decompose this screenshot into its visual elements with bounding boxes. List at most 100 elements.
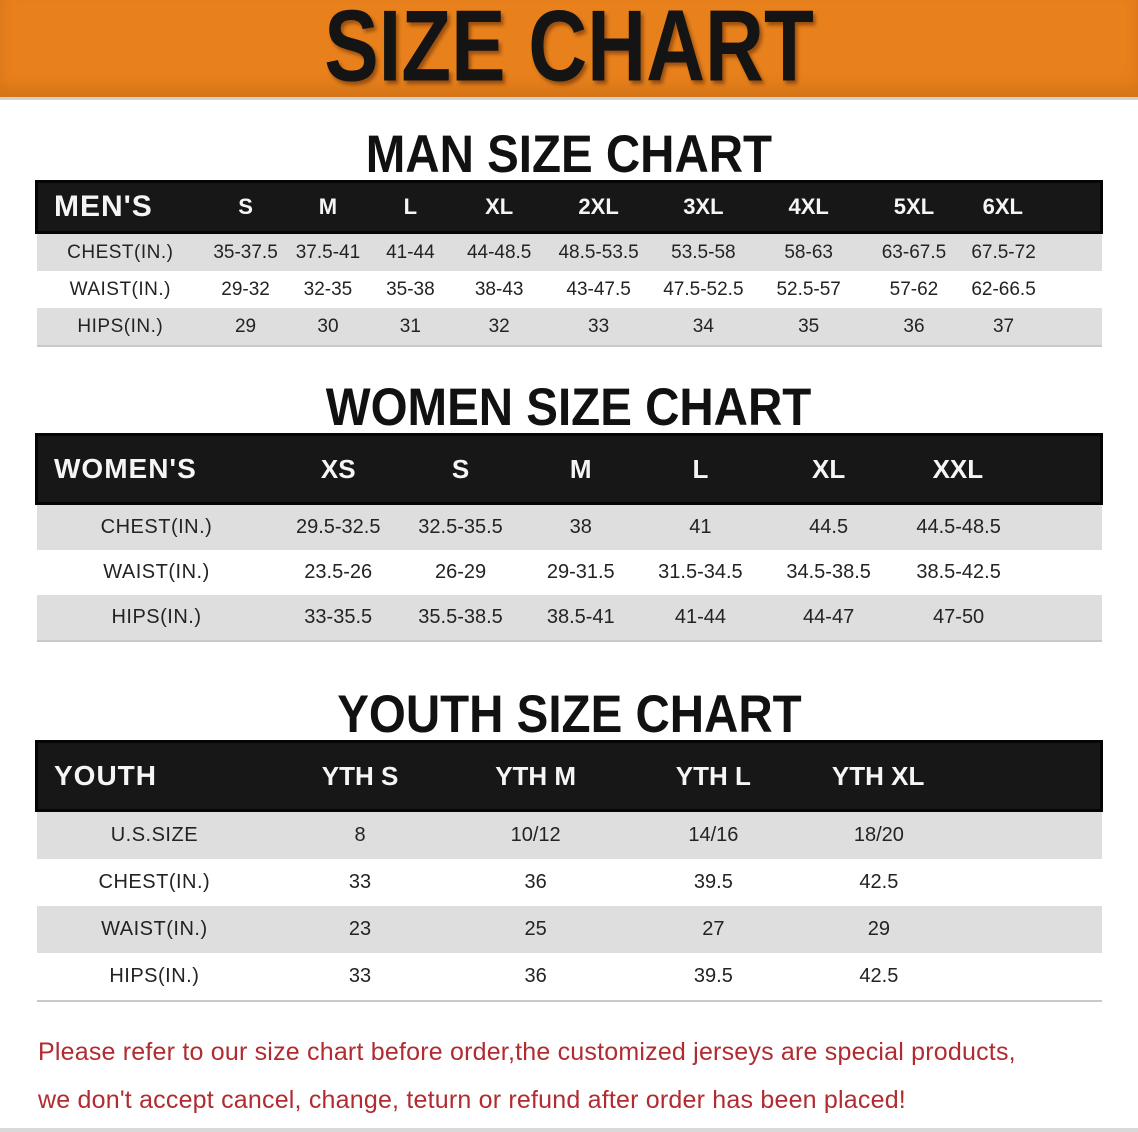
value-cell: 33: [588, 315, 610, 337]
value-cell: 67.5-72: [971, 241, 1036, 263]
value-cell: 35.5-38.5: [418, 606, 503, 628]
row-label: CHEST(IN.): [98, 871, 211, 893]
value-cell: 41-44: [674, 606, 726, 628]
value-cell: 44.5: [809, 516, 849, 538]
measurement-row: CHEST(IN.) 29.5-32.5 32.5-35.5 38 41 44.5 44.5…: [36, 503, 1102, 550]
value-cell: 47-50: [933, 606, 985, 628]
size-column-header: YTH XL: [803, 740, 1104, 812]
size-column-header: L: [640, 433, 761, 505]
value-cell: 32-35: [303, 278, 353, 300]
value-cell: 34.5-38.5: [786, 561, 871, 583]
size-column-header: YTH S: [272, 740, 448, 812]
value-cell: 31.5-34.5: [658, 561, 743, 583]
value-cell: 44.5-48.5: [916, 516, 1001, 538]
size-column-header: 5XL: [861, 180, 967, 234]
size-column-header: XXL: [896, 433, 1103, 505]
youth-size-table: YOUTH YTH S YTH M YTH L YTH XL U.S.SIZE 8 10/12…: [35, 740, 1104, 1002]
size-column-header: M: [521, 433, 641, 505]
value-cell: 37.5-41: [295, 241, 361, 263]
youth-section-title: YOUTH SIZE CHART: [0, 687, 1138, 742]
value-cell: 29-31.5: [546, 561, 615, 583]
size-column-header: 2XL: [546, 180, 651, 234]
value-cell: 30: [317, 315, 339, 337]
value-cell: 18/20: [853, 824, 904, 846]
size-column-header: YTH M: [447, 740, 624, 812]
value-cell: 63-67.5: [881, 241, 947, 263]
bottom-divider: [0, 1128, 1138, 1132]
size-column-header: YTH L: [623, 740, 804, 812]
row-label: CHEST(IN.): [67, 241, 174, 263]
value-cell: 29.5-32.5: [295, 516, 381, 538]
value-cell: 47.5-52.5: [663, 278, 744, 300]
value-cell: 38: [569, 516, 592, 538]
row-label: HIPS(IN.): [109, 965, 200, 987]
measurement-row: WAIST(IN.) 23.5-26 26-29 29-31.5 31.5-34.5 34…: [36, 550, 1102, 595]
banner-title: SIZE CHART: [324, 0, 814, 103]
value-cell: 37: [992, 315, 1015, 337]
table-header-row: YOUTH YTH S YTH M YTH L YTH XL: [35, 740, 1104, 812]
value-cell: 41: [689, 516, 712, 538]
measurement-row: CHEST(IN.) 35-37.5 37.5-41 41-44 44-48.5 48.5…: [36, 232, 1102, 271]
row-label: U.S.SIZE: [110, 824, 199, 846]
women-section-title: WOMEN SIZE CHART: [0, 380, 1138, 435]
value-cell: 48.5-53.5: [558, 241, 639, 263]
value-cell: 38.5-41: [546, 606, 615, 628]
value-cell: 42.5: [859, 871, 899, 893]
value-cell: 32.5-35.5: [418, 516, 503, 538]
size-column-header: 3XL: [650, 180, 757, 234]
value-cell: 35-37.5: [213, 241, 278, 263]
value-cell: 10/12: [510, 824, 561, 846]
disclaimer-line-2: we don't accept cancel, change, teturn o…: [38, 1086, 906, 1114]
value-cell: 52.5-57: [776, 278, 841, 300]
banner: SIZE CHART: [0, 0, 1138, 100]
size-column-header: L: [368, 180, 452, 234]
size-column-header: XS: [276, 433, 400, 505]
measurement-row: HIPS(IN.) 33 36 39.5 42.5: [36, 953, 1102, 1001]
value-cell: 35: [798, 315, 820, 337]
value-cell: 39.5: [693, 965, 733, 987]
value-cell: 26-29: [434, 561, 487, 583]
value-cell: 29: [867, 918, 891, 940]
measurement-row: CHEST(IN.) 33 36 39.5 42.5: [36, 859, 1102, 906]
size-column-header: S: [399, 433, 522, 505]
disclaimer-note: Please refer to our size chart before or…: [38, 1028, 1100, 1124]
value-cell: 35-38: [386, 278, 435, 300]
value-cell: 32: [488, 315, 510, 337]
value-cell: 23: [348, 918, 372, 940]
row-label: WAIST(IN.): [69, 278, 171, 300]
men-section-title: MAN SIZE CHART: [0, 124, 1138, 184]
size-column-header: XL: [451, 180, 547, 234]
value-cell: 58-63: [784, 241, 833, 263]
value-cell: 36: [524, 965, 547, 987]
value-cell: 8: [354, 824, 366, 846]
value-cell: 36: [524, 871, 547, 893]
value-cell: 57-62: [889, 278, 939, 300]
men-section-title-text: MAN SIZE CHART: [365, 124, 773, 184]
size-column-header: 4XL: [756, 180, 862, 234]
row-label: CHEST(IN.): [100, 516, 213, 538]
value-cell: 14/16: [688, 824, 739, 846]
table-header-row: MEN'S S M L XL 2XL 3XL 4XL 5XL 6XL: [35, 180, 1103, 234]
table-corner-label: YOUTH: [35, 740, 273, 812]
value-cell: 38-43: [474, 278, 524, 300]
value-cell: 34: [692, 315, 714, 337]
value-cell: 41-44: [386, 241, 435, 263]
value-cell: 38.5-42.5: [916, 561, 1001, 583]
value-cell: 33-35.5: [304, 606, 373, 628]
value-cell: 33: [348, 871, 372, 893]
table-header-row: WOMEN'S XS S M L XL XXL: [34, 433, 1103, 505]
size-column-header: 6XL: [966, 180, 1103, 234]
table-corner-label: MEN'S: [35, 180, 205, 234]
measurement-row: HIPS(IN.) 29 30 31 32 33 34 35 36 37: [36, 308, 1102, 346]
size-column-header: S: [204, 180, 288, 234]
value-cell: 29-32: [221, 278, 270, 300]
disclaimer-line-1: Please refer to our size chart before or…: [38, 1038, 1016, 1066]
value-cell: 36: [903, 315, 925, 337]
row-label: HIPS(IN.): [111, 606, 202, 628]
row-label: WAIST(IN.): [103, 561, 210, 583]
value-cell: 39.5: [693, 871, 733, 893]
measurement-row: U.S.SIZE 8 10/12 14/16 18/20: [36, 810, 1102, 859]
value-cell: 31: [399, 315, 421, 337]
value-cell: 27: [702, 918, 725, 940]
